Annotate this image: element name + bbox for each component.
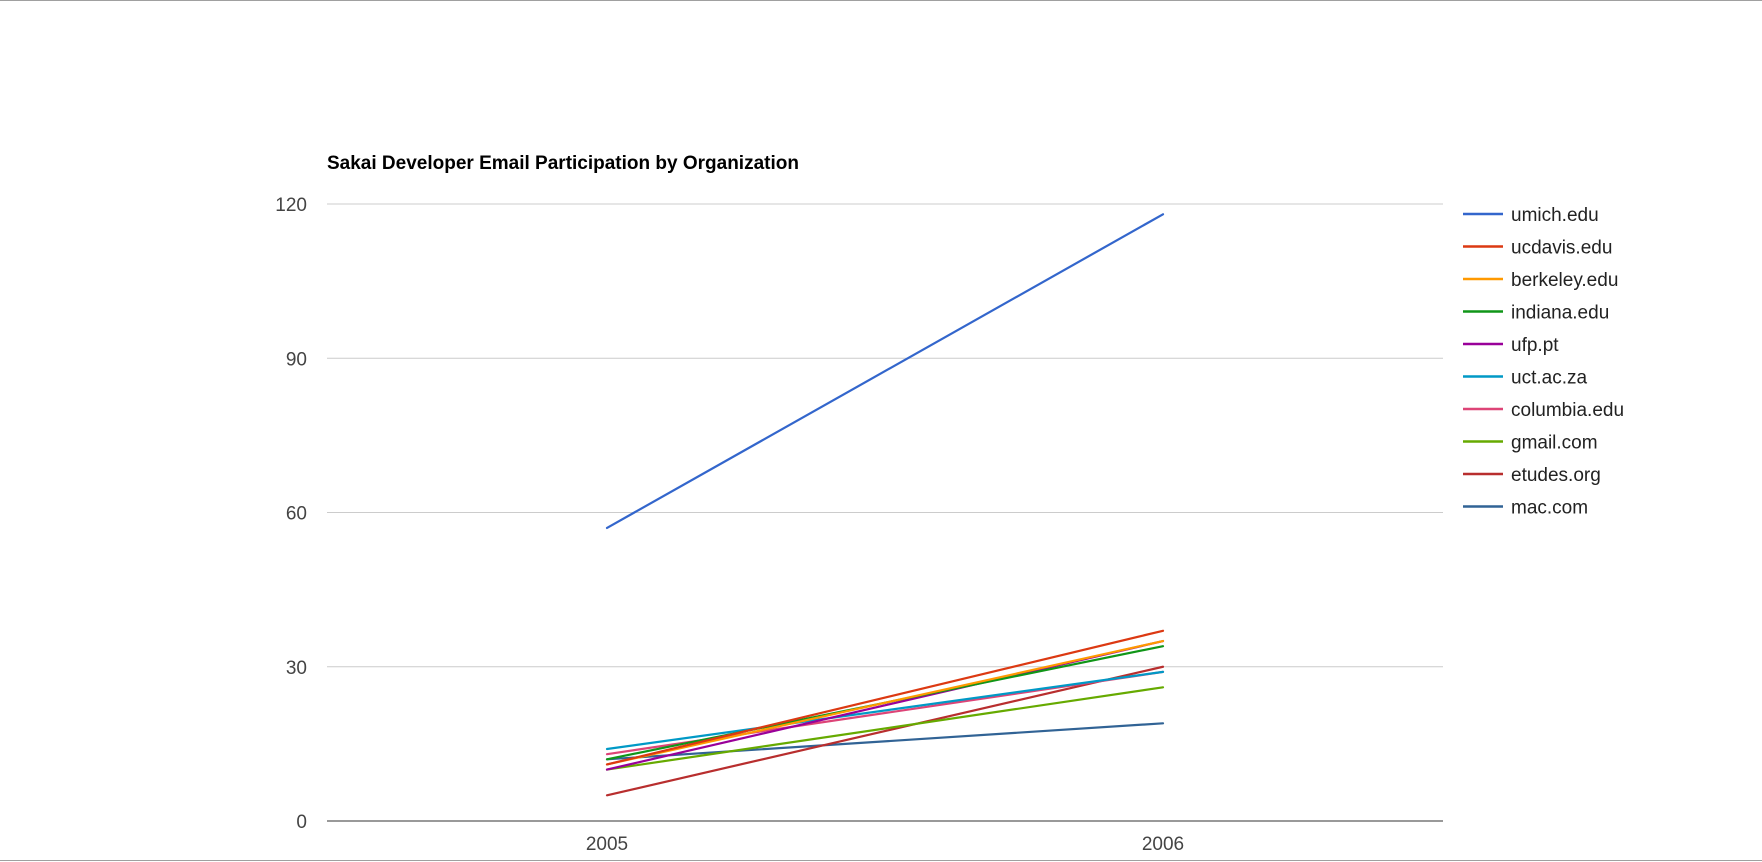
legend-item: etudes.org bbox=[1463, 465, 1601, 486]
series-line-gmail-com bbox=[605, 686, 1165, 771]
gridlines bbox=[327, 203, 1443, 668]
legend-label: etudes.org bbox=[1511, 465, 1601, 486]
x-tick-label: 2005 bbox=[586, 834, 628, 855]
legend-label: ufp.pt bbox=[1511, 335, 1559, 356]
legend-label: ucdavis.edu bbox=[1511, 238, 1612, 259]
legend-item: uct.ac.za bbox=[1463, 368, 1587, 389]
series-line-mac-com bbox=[605, 722, 1165, 761]
y-tick-label: 0 bbox=[296, 812, 307, 833]
legend-item: berkeley.edu bbox=[1463, 270, 1618, 291]
series-line-berkeley-edu bbox=[605, 639, 1165, 766]
chart-title: Sakai Developer Email Participation by O… bbox=[327, 153, 799, 174]
legend-item: ufp.pt bbox=[1463, 335, 1559, 356]
legend-item: umich.edu bbox=[1463, 205, 1599, 226]
series-line-etudes-org bbox=[605, 665, 1165, 797]
y-tick-label: 60 bbox=[286, 504, 307, 525]
legend-label: umich.edu bbox=[1511, 205, 1599, 226]
y-tick-label: 120 bbox=[275, 195, 307, 216]
legend-label: indiana.edu bbox=[1511, 303, 1609, 324]
legend-item: mac.com bbox=[1463, 498, 1588, 519]
legend-item: gmail.com bbox=[1463, 433, 1598, 454]
legend-label: mac.com bbox=[1511, 498, 1588, 519]
x-axis-tick-labels: 2005 2006 bbox=[586, 834, 1184, 855]
y-tick-label: 90 bbox=[286, 349, 307, 370]
legend-item: ucdavis.edu bbox=[1463, 238, 1612, 259]
series-lines bbox=[605, 213, 1165, 797]
series-line-ucdavis-edu bbox=[605, 629, 1165, 766]
legend-label: uct.ac.za bbox=[1511, 368, 1587, 389]
legend-label: berkeley.edu bbox=[1511, 270, 1618, 291]
series-line-uct-ac-za bbox=[605, 670, 1165, 751]
y-tick-label: 30 bbox=[286, 658, 307, 679]
legend: umich.edu ucdavis.edu berkeley.edu indiana.… bbox=[1463, 205, 1624, 519]
x-tick-label: 2006 bbox=[1142, 834, 1184, 855]
series-line-umich-edu bbox=[605, 213, 1165, 530]
legend-label: columbia.edu bbox=[1511, 400, 1624, 421]
legend-label: gmail.com bbox=[1511, 433, 1598, 454]
legend-item: columbia.edu bbox=[1463, 400, 1624, 421]
y-axis-tick-labels: 0 30 60 90 120 bbox=[275, 195, 307, 833]
legend-item: indiana.edu bbox=[1463, 303, 1609, 324]
